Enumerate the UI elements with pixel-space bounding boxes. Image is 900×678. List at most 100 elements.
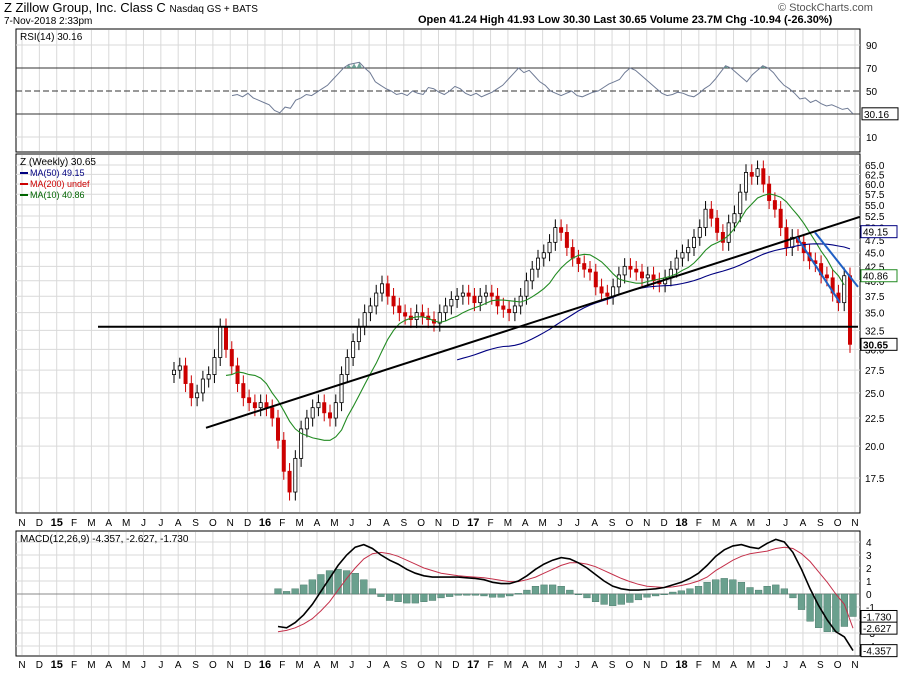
macd-axis-label: 3 <box>866 551 872 562</box>
x-tick-label-macd: J <box>783 660 788 671</box>
candle-body <box>703 208 708 228</box>
legend-entry: MA(10) 40.86 <box>30 190 85 200</box>
candle-body <box>322 402 327 414</box>
x-tick-label-macd: A <box>800 660 807 671</box>
x-tick-label-price: J <box>158 518 163 529</box>
candle-body <box>206 374 211 380</box>
macd-histogram-bar <box>394 593 402 602</box>
candle-body <box>732 213 737 224</box>
x-tick-label-price: A <box>522 518 529 529</box>
candle-body <box>223 326 228 350</box>
candle-body <box>651 274 656 282</box>
x-tick-label-price: J <box>575 518 580 529</box>
macd-hist-tag: -1.730 <box>863 612 892 623</box>
x-tick-label-price: J <box>349 518 354 529</box>
candle-body <box>310 407 315 419</box>
x-tick-label-price: S <box>192 518 199 529</box>
candle-body <box>229 349 234 367</box>
candle-body <box>536 257 541 270</box>
x-tick-label-macd: O <box>417 660 425 671</box>
macd-histogram-bar <box>334 569 342 595</box>
price-axis-label: 62.5 <box>865 170 885 181</box>
x-tick-label-macd: M <box>87 660 95 671</box>
candle-body <box>640 271 645 279</box>
x-tick-label-price: M <box>87 518 95 529</box>
macd-histogram-bar <box>480 593 488 597</box>
x-tick-label-macd: J <box>575 660 580 671</box>
x-tick-label-macd: J <box>158 660 163 671</box>
candle-body <box>339 374 344 404</box>
macd-histogram-bar <box>583 593 591 599</box>
x-tick-label-price: J <box>557 518 562 529</box>
macd-histogram-bar <box>549 584 557 595</box>
price-axis-label: 25.0 <box>865 389 885 400</box>
x-tick-label-price: N <box>435 518 442 529</box>
candle-body <box>327 412 332 419</box>
macd-histogram-bar <box>411 593 419 604</box>
x-tick-label-macd: J <box>349 660 354 671</box>
price-axis-label: 65.0 <box>865 161 885 172</box>
candle-body <box>397 305 402 314</box>
rsi-axis-label: 90 <box>866 41 878 52</box>
candle-body <box>356 326 361 343</box>
price-axis-label: 57.5 <box>865 190 885 201</box>
x-tick-label-macd: A <box>105 660 112 671</box>
macd-histogram-bar <box>660 593 668 596</box>
candle-body <box>414 312 419 320</box>
x-tick-label-macd: D <box>452 660 459 671</box>
macd-histogram-bar <box>403 593 411 604</box>
candle-body <box>842 275 847 304</box>
candle-body <box>772 200 777 210</box>
macd-histogram-bar <box>428 593 437 601</box>
x-tick-label-price: O <box>834 518 842 529</box>
macd-histogram-bar <box>634 593 643 601</box>
ma10-tag-box <box>860 269 898 283</box>
x-tick-label-price: O <box>626 518 634 529</box>
macd-histogram-bar <box>351 573 359 595</box>
macd-histogram-bar <box>360 579 368 595</box>
macd-histogram-bar <box>566 589 574 595</box>
candle-body <box>304 417 309 430</box>
macd-axis-label: 1 <box>866 577 872 588</box>
x-tick-label-price: J <box>783 518 788 529</box>
candle-body <box>605 292 610 297</box>
price-axis-label: 17.5 <box>865 474 885 485</box>
ma50-line <box>456 243 851 361</box>
candle-body <box>576 257 581 264</box>
macd-value-tag-box <box>860 644 898 658</box>
candle-body <box>183 365 188 384</box>
x-tick-label-price: J <box>141 518 146 529</box>
x-tick-label-price: F <box>696 518 702 529</box>
x-tick-label-macd: 17 <box>467 659 479 671</box>
price-axis-label: 60.0 <box>865 180 885 191</box>
channel-lower-line <box>796 236 841 304</box>
chart-date: 7-Nov-2018 2:33pm <box>4 16 93 27</box>
x-tick-label-price: F <box>279 518 285 529</box>
ma50-tag-box <box>860 225 898 239</box>
macd-axis-label: 4 <box>866 538 872 549</box>
x-tick-label-price: N <box>227 518 234 529</box>
macd-histogram-bar <box>617 593 625 605</box>
ticker-title: Z Zillow Group, Inc. Class C <box>4 0 166 15</box>
candle-body <box>281 439 286 472</box>
x-tick-label-price: F <box>71 518 77 529</box>
price-axis-label: 47.5 <box>865 236 885 247</box>
x-tick-label-price: M <box>747 518 755 529</box>
x-tick-label-macd: N <box>435 660 442 671</box>
x-tick-label-price: S <box>609 518 616 529</box>
x-tick-label-macd: F <box>488 660 494 671</box>
macd-histogram-bar <box>652 593 660 597</box>
x-tick-label-macd: M <box>295 660 303 671</box>
ma50-tag: 49.15 <box>863 228 888 239</box>
x-tick-label-macd: 16 <box>259 659 271 671</box>
x-tick-label-macd: D <box>660 660 667 671</box>
ma10-tag: 40.86 <box>863 272 888 283</box>
macd-histogram-bar <box>840 593 849 627</box>
x-tick-label-macd: A <box>730 660 737 671</box>
price-axis-label: 42.5 <box>865 262 885 273</box>
macd-histogram-bar <box>686 588 694 595</box>
ohlc-readout: Open 41.24 High 41.93 Low 30.30 Last 30.… <box>418 14 833 26</box>
x-tick-label-macd: N <box>18 660 25 671</box>
candle-body <box>611 286 616 297</box>
price-axis-label: 55.0 <box>865 201 885 212</box>
